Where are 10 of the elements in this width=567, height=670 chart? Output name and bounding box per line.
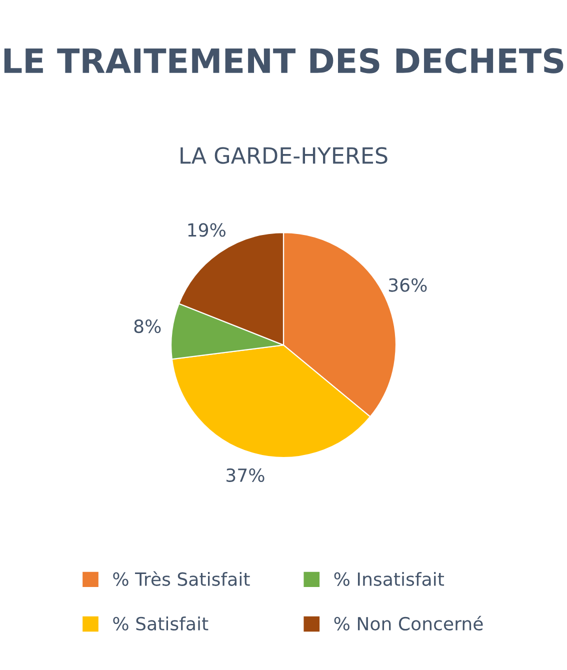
chart-title: LE TRAITEMENT DES DECHETS — [4, 48, 564, 74]
legend-label: % Insatisfait — [334, 572, 444, 586]
chart-subtitle: LA GARDE-HYERES — [180, 147, 388, 164]
legend-label: % Non Concerné — [334, 616, 483, 631]
data-label: 37% — [226, 468, 264, 482]
legend-label: % Satisfait — [113, 616, 208, 631]
data-label: 36% — [388, 278, 427, 292]
legend-label: % Très Satisfait — [113, 571, 250, 586]
data-label: 8% — [134, 319, 161, 334]
data-label: 19% — [188, 223, 226, 237]
